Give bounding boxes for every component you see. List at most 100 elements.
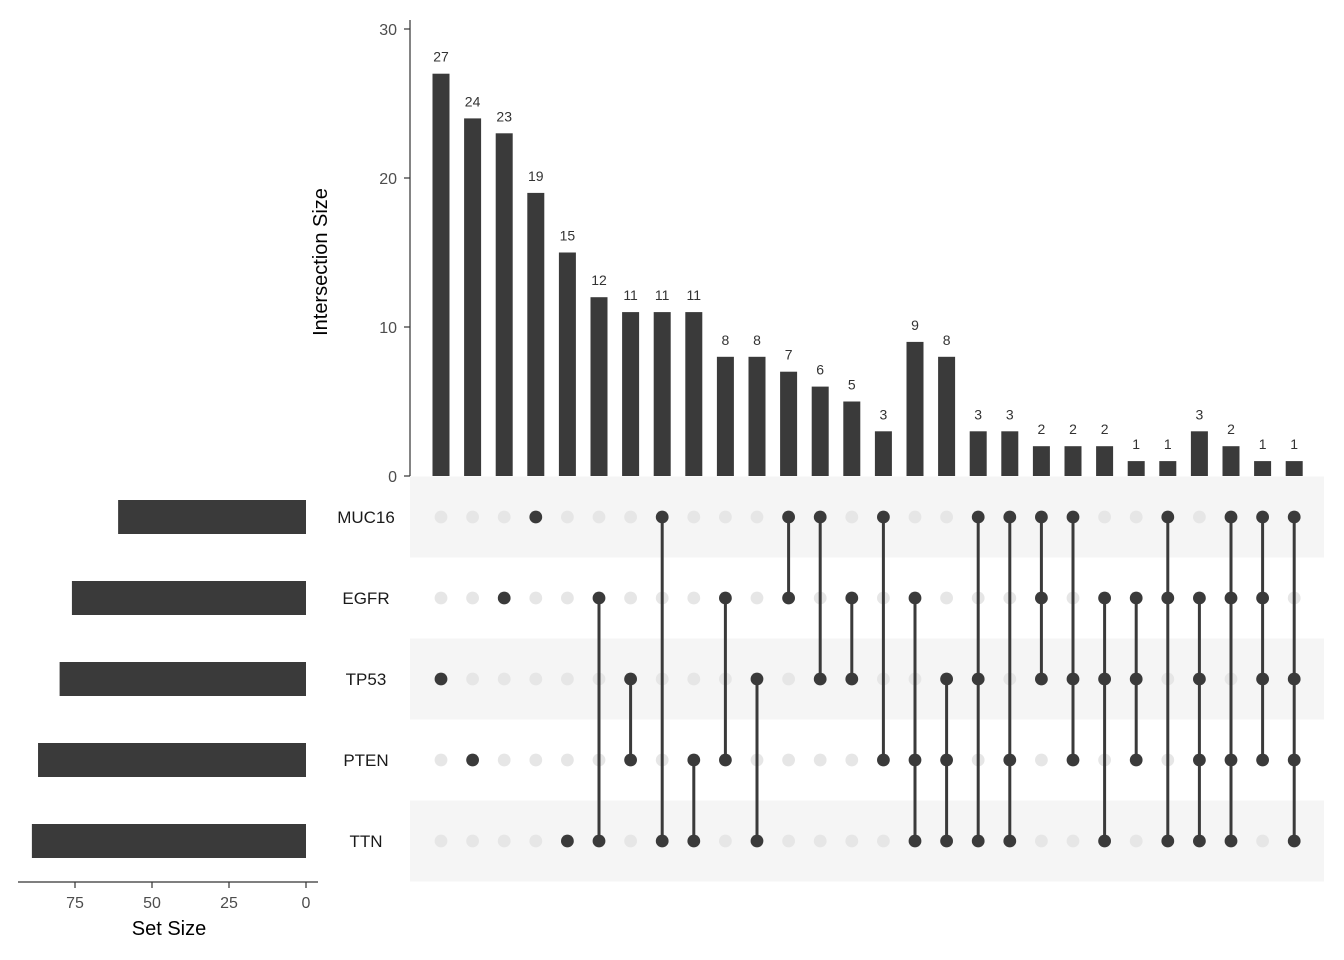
intersection-bar-label: 6 [816,362,824,378]
intersection-bar [527,192,545,476]
matrix-dot-active [940,753,953,767]
intersection-bar [1159,461,1177,476]
matrix-dot-inactive [845,510,859,524]
matrix-dot-inactive [1256,834,1269,848]
matrix-dot-active [1098,834,1111,848]
set-size-tick-label: 25 [220,895,238,912]
matrix-dot-active [687,834,701,848]
matrix-dot-active [1129,753,1143,767]
matrix-dot-inactive [908,510,922,524]
matrix-dot-active [1129,591,1143,605]
matrix-dot-active [466,753,479,767]
matrix-dot-inactive [466,591,479,605]
intersection-bar [874,431,892,476]
matrix-dot-active [1224,591,1238,605]
matrix-dot-inactive [434,753,448,767]
matrix-dot-active [1129,672,1143,686]
intersection-bar [558,252,576,476]
intersection-size-axis: 0 10 20 30 [379,20,411,486]
matrix-dot-inactive [1193,510,1206,524]
intersection-bar-label: 3 [880,406,888,422]
intersection-bar-label: 3 [1196,406,1204,422]
matrix-dot-active [1193,753,1206,767]
matrix-dot-active [1035,510,1048,524]
matrix-dot-inactive [845,753,859,767]
matrix-background [410,476,1324,882]
matrix-dot-active [1224,753,1238,767]
matrix-dot-active [813,672,827,686]
matrix-dot-active [1193,834,1206,848]
matrix-dot-active [1256,672,1269,686]
y-axis-title: Intersection Size [310,188,332,336]
matrix-dot-inactive [497,834,511,848]
intersection-bar-label: 19 [528,168,544,184]
intersection-bar [938,356,956,476]
matrix-dot-inactive [687,591,701,605]
intersection-bar-label: 9 [911,317,919,333]
intersection-bar [716,356,734,476]
matrix-dot-active [1256,591,1269,605]
matrix-dot-inactive [940,510,953,524]
matrix-dot-inactive [719,834,732,848]
matrix-dot-active [908,834,922,848]
set-size-bar [118,500,307,534]
matrix-dot-active [655,834,669,848]
matrix-dot-inactive [561,672,574,686]
intersection-bar [1032,446,1050,476]
matrix-dot-active [1003,510,1017,524]
matrix-dot-active [971,834,985,848]
matrix-dot-inactive [497,510,511,524]
matrix-dot-active [1287,672,1301,686]
set-size-bar [59,662,306,696]
y-tick-label: 30 [379,22,397,39]
matrix-dot-inactive [592,510,606,524]
intersection-bar [622,312,640,476]
intersection-bar-label: 1 [1290,436,1298,452]
intersection-bar [685,312,703,476]
matrix-dot-active [877,510,890,524]
matrix-dot-active [1066,510,1080,524]
matrix-dot-active [1066,672,1080,686]
y-tick-label: 20 [379,171,397,188]
intersection-bar-label: 1 [1164,436,1172,452]
intersection-bar [1001,431,1019,476]
matrix-dot-active [719,591,732,605]
matrix-dot-active [1287,753,1301,767]
intersection-bar [1222,446,1240,476]
matrix-dot-active [1035,672,1048,686]
matrix-dot-active [908,591,922,605]
matrix-dot-active [1161,510,1175,524]
matrix-dot-inactive [624,591,637,605]
intersection-bar-label: 8 [722,332,730,348]
matrix-dot-inactive [497,753,511,767]
matrix-dot-inactive [624,510,637,524]
matrix-dot-inactive [561,753,574,767]
intersection-bar-label: 3 [1006,406,1014,422]
matrix-dot-inactive [813,753,827,767]
matrix-dot-inactive [719,510,732,524]
matrix-dot-active [624,672,637,686]
matrix-dot-active [1161,834,1175,848]
intersection-matrix [434,510,1301,848]
matrix-row-stripe [410,800,1324,882]
matrix-row-stripe [410,638,1324,720]
matrix-dot-inactive [497,672,511,686]
set-size-bar [38,743,306,777]
matrix-dot-inactive [561,510,574,524]
intersection-bar [1254,461,1272,476]
matrix-dot-active [1224,510,1238,524]
matrix-dot-inactive [940,591,953,605]
intersection-bar [1127,461,1145,476]
matrix-dot-active [813,510,827,524]
matrix-dot-inactive [1098,510,1111,524]
matrix-dot-active [845,672,859,686]
matrix-dot-active [845,591,859,605]
intersection-bar-label: 7 [785,347,793,363]
intersection-bar-label: 23 [496,108,512,124]
matrix-dot-active [1193,591,1206,605]
set-size-axis: 75 50 25 0 [18,881,318,912]
intersection-bar [906,341,924,476]
matrix-dot-inactive [877,834,890,848]
matrix-dot-active [687,753,701,767]
